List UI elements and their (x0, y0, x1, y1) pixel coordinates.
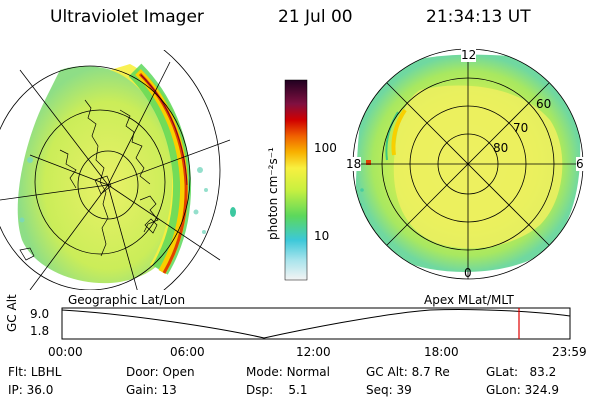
gain-value: 13 (161, 383, 177, 397)
left-panel-label: Geographic Lat/Lon (68, 293, 186, 307)
geographic-image (0, 50, 236, 290)
instrument-title: Ultraviolet Imager (50, 7, 204, 27)
lat-label-60: 60 (536, 97, 552, 111)
timeline-xtick-1800: 18:00 (424, 345, 459, 359)
altitude-timeline (61, 307, 571, 340)
colorbar (284, 79, 308, 281)
timeline-xtick-2359: 23:59 (552, 345, 587, 359)
glat-label: GLat: (486, 365, 519, 379)
colorbar-tick-100: 100 (314, 141, 337, 155)
observation-date: 21 Jul 00 (278, 7, 353, 27)
mode-label: Mode: (246, 365, 283, 379)
flt-value: LBHL (30, 365, 62, 379)
timeline-xtick-0600: 06:00 (170, 345, 205, 359)
mlt-label-6: 6 (576, 157, 584, 171)
colorbar-unit-label: photon cm⁻²s⁻¹ (266, 147, 280, 240)
ip-label: IP: (8, 383, 23, 397)
door-value: Open (162, 365, 195, 379)
gcalt-value: 8.7 Re (411, 365, 450, 379)
flt-label: Flt: (8, 365, 27, 379)
gcalt-label: GC Alt: (366, 365, 408, 379)
aurora-images (0, 48, 584, 290)
mode-value: Normal (286, 365, 330, 379)
seq-label: Seq: (366, 383, 393, 397)
glon-label: GLon: (486, 383, 521, 397)
dsp-label: Dsp: (246, 383, 274, 397)
mlt-label-0: 0 (464, 266, 472, 280)
timeline-ytick-low: 1.8 (30, 324, 50, 338)
dsp-value: 5.1 (288, 383, 308, 397)
ip-value: 36.0 (26, 383, 54, 397)
observation-time: 21:34:13 UT (426, 7, 531, 27)
colorbar-tick-10: 10 (314, 229, 330, 243)
lat-label-70: 70 (513, 121, 529, 135)
timeline-ytick-high: 9.0 (30, 307, 50, 321)
polar-image (352, 48, 584, 280)
right-panel-label: Apex MLat/MLT (424, 293, 514, 307)
mlt-label-12: 12 (461, 48, 477, 62)
gain-label: Gain: (126, 383, 158, 397)
glat-value: 83.2 (529, 365, 557, 379)
glon-value: 324.9 (524, 383, 559, 397)
timeline-xtick-0000: 00:00 (48, 345, 83, 359)
lat-label-80: 80 (493, 141, 509, 155)
mlt-label-18: 18 (346, 157, 362, 171)
seq-value: 39 (396, 383, 412, 397)
timeline-xtick-1200: 12:00 (296, 345, 331, 359)
door-label: Door: (126, 365, 159, 379)
